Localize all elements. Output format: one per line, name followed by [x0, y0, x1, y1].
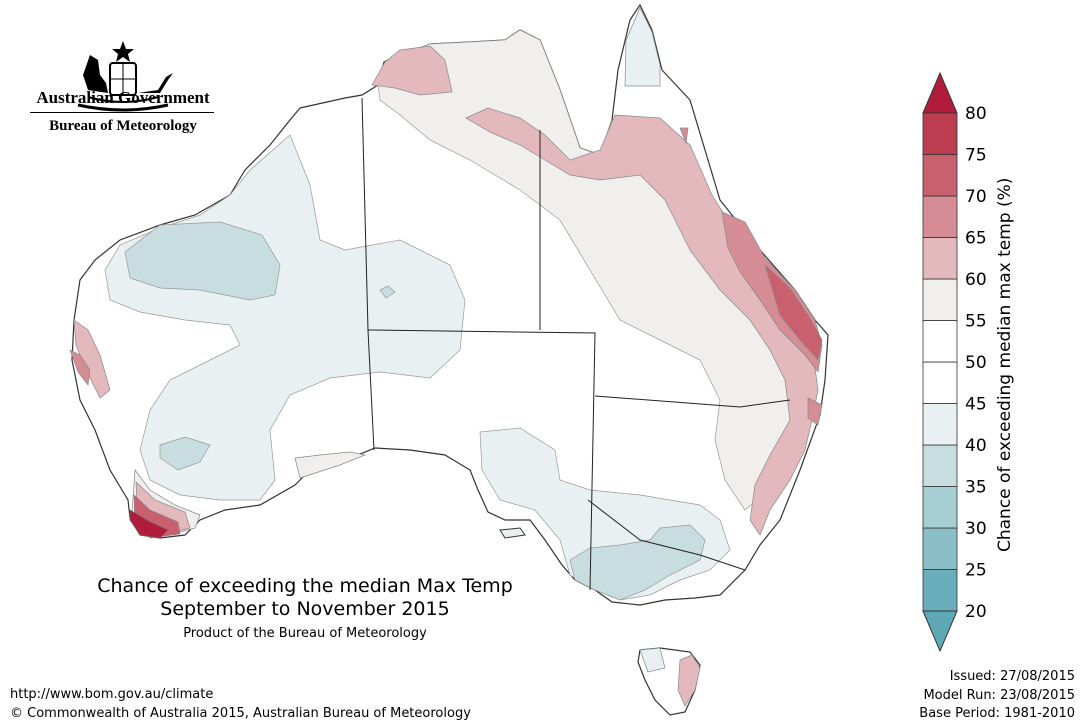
legend-tick-30: 30 [965, 519, 987, 539]
legend-arrow-above [922, 71, 958, 114]
legend-tick-65: 65 [965, 229, 987, 249]
government-name: Australian Government [36, 88, 210, 107]
map-period: September to November 2015 [160, 598, 450, 620]
map-title: Chance of exceeding the median Max Temp [97, 575, 513, 597]
legend-tick-70: 70 [965, 187, 987, 207]
legend-tick-50: 50 [965, 353, 987, 373]
legend-band-75-80 [922, 112, 958, 155]
legend-tick-55: 55 [965, 312, 987, 332]
region-65-70-wa-coast [69, 349, 91, 386]
region-65-70-small [679, 127, 689, 145]
legend-band-40-45 [922, 403, 958, 446]
copyright-notice: © Commonwealth of Australia 2015, Austra… [10, 706, 471, 721]
legend-band-25-30 [922, 527, 958, 570]
legend-band-55-60 [922, 278, 958, 321]
legend-tick-20: 20 [965, 602, 987, 622]
bureau-name: Bureau of Meteorology [49, 118, 197, 134]
header-divider [30, 112, 214, 113]
legend-tick-35: 35 [965, 478, 987, 498]
legend-band-70-75 [922, 154, 958, 197]
legend-tick-45: 45 [965, 395, 987, 415]
legend-title: Chance of exceeding median max temp (%) [995, 177, 1015, 552]
legend-arrow-below [922, 610, 958, 653]
region-35-40-southeast [569, 524, 706, 601]
region-55-60-bight [294, 451, 367, 479]
region-70-75-east [764, 263, 823, 361]
region-60-65-wa-coast [73, 319, 111, 399]
region-35-40-west [124, 221, 281, 301]
legend-band-65-70 [922, 195, 958, 238]
legend-tick-60: 60 [965, 270, 987, 290]
region-35-40-southwest [159, 436, 211, 471]
legend-band-20-25 [922, 569, 958, 612]
region-65-70-nsw [807, 397, 823, 426]
region-60-65-top-end [371, 45, 453, 96]
legend-tick-40: 40 [965, 436, 987, 456]
base-period: Base Period: 1981-2010 [919, 706, 1075, 721]
legend-tick-75: 75 [965, 146, 987, 166]
legend-tick-25: 25 [965, 561, 987, 581]
legend-band-30-35 [922, 486, 958, 529]
legend-band-60-65 [922, 237, 958, 280]
legend-band-35-40 [922, 444, 958, 487]
legend-tick-80: 80 [965, 104, 987, 124]
model-run-date: Model Run: 23/08/2015 [923, 688, 1075, 703]
colorbar-legend: 20 25 30 35 40 45 50 55 60 65 70 75 80 [922, 71, 987, 653]
region-35-40-small [379, 285, 396, 299]
source-url[interactable]: http://www.bom.gov.au/climate [10, 687, 214, 702]
kangaroo-island [499, 527, 526, 539]
issued-date: Issued: 27/08/2015 [949, 669, 1075, 684]
region-60-65-gulf [465, 107, 819, 536]
region-40-45-cape [624, 7, 661, 87]
legend-band-45-50 [922, 361, 958, 404]
map-product-credit: Product of the Bureau of Meteorology [183, 626, 427, 641]
state-borders [361, 97, 791, 591]
region-60-65-tasmania [677, 654, 701, 707]
region-75-80-sw [129, 509, 169, 539]
legend-band-50-55 [922, 320, 958, 363]
region-40-45-tasmania [639, 647, 666, 673]
coat-of-arms-emblem [77, 41, 173, 112]
